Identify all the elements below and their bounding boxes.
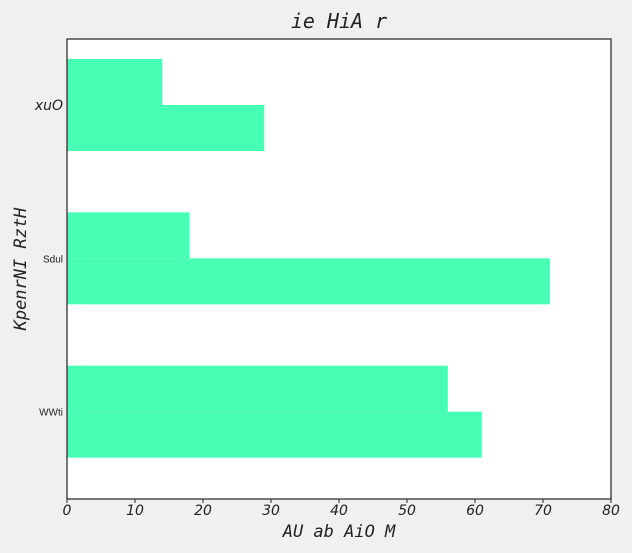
bar-Sdul-series-2: [67, 258, 550, 305]
x-tick-label: 50: [398, 503, 416, 519]
y-tick-label: Sdul: [43, 254, 63, 265]
x-tick-label: 30: [262, 503, 280, 519]
bar-Sdul-series-1: [67, 212, 190, 259]
x-tick-label: 80: [602, 503, 620, 519]
y-axis-ticks: xuO Sdul WWti: [34, 98, 63, 419]
bar-WWti-series-2: [67, 411, 482, 458]
y-axis-label: KpenrNI RztH: [11, 207, 31, 332]
x-axis-ticks: 0 10 20 30 40 50 60 70 80: [63, 499, 620, 519]
x-tick-label: 60: [466, 503, 484, 519]
y-tick-label: xuO: [34, 98, 63, 114]
y-tick-label: WWti: [39, 408, 63, 419]
bar-xuO-series-1: [67, 59, 163, 105]
chart-title: ie HiA r: [291, 9, 387, 33]
x-tick-label: 10: [126, 503, 144, 519]
x-tick-label: 70: [534, 503, 552, 519]
x-tick-label: 20: [194, 503, 212, 519]
bars-layer: [67, 59, 550, 458]
x-axis-label: AU ab AiO M: [282, 522, 396, 542]
bar-WWti-series-1: [67, 365, 448, 412]
x-tick-label: 0: [63, 503, 72, 519]
bar-xuO-series-2: [67, 105, 265, 151]
x-tick-label: 40: [330, 503, 348, 519]
